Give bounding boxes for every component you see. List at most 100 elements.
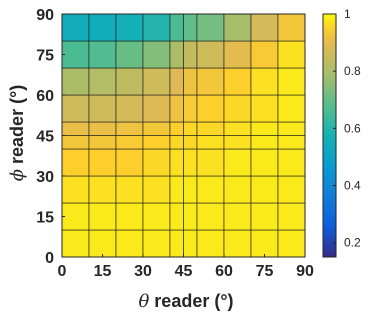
y-axis-ticks: 0 15 30 45 60 75 90 (36, 7, 65, 267)
heatmap-cell (277, 67, 306, 96)
y-tick-label: 30 (36, 169, 54, 186)
heatmap-cell (169, 202, 184, 231)
heatmap-cell (183, 121, 198, 136)
y-tick-label: 90 (36, 7, 54, 24)
heatmap-cell (183, 67, 198, 96)
heatmap-cell (88, 67, 117, 96)
x-tick-label: 45 (175, 263, 193, 280)
heatmap-cell (250, 202, 279, 231)
heatmap-cell (183, 148, 198, 177)
heatmap-cell (250, 135, 279, 150)
x-tick-label: 30 (134, 263, 152, 280)
heatmap-cell (61, 202, 90, 231)
heatmap-cell (169, 13, 184, 42)
heatmap-cell (88, 40, 117, 69)
heatmap-cell (223, 229, 252, 258)
heatmap-cell (277, 229, 306, 258)
heatmap-cell (142, 135, 171, 150)
colorbar-tick-label: 0.2 (344, 236, 361, 250)
heatmap-cell (142, 202, 171, 231)
heatmap-cell (277, 202, 306, 231)
heatmap-cell (169, 135, 184, 150)
heatmap-cell (142, 94, 171, 123)
x-axis-label-symbol: θ (138, 291, 149, 312)
heatmap-cell (88, 121, 117, 136)
heatmap-cell (88, 94, 117, 123)
y-tick-label: 15 (36, 210, 54, 227)
heatmap-cell (61, 229, 90, 258)
heatmap-cell (88, 135, 117, 150)
heatmap-cell (142, 40, 171, 69)
heatmap-cell (223, 175, 252, 204)
y-axis-label-text: reader (°) (7, 85, 27, 169)
heatmap-cell (277, 121, 306, 136)
heatmap-cell (115, 13, 144, 42)
heatmap-cell (142, 13, 171, 42)
heatmap-cell (183, 135, 198, 150)
heatmap-cell (223, 148, 252, 177)
heatmap-cell (196, 202, 225, 231)
heatmap-cells (61, 13, 306, 258)
heatmap-cell (250, 175, 279, 204)
heatmap-cell (196, 40, 225, 69)
heatmap-cell (183, 202, 198, 231)
heatmap-cell (277, 175, 306, 204)
heatmap-cell (183, 94, 198, 123)
colorbar-scale (322, 13, 337, 258)
heatmap-cell (183, 229, 198, 258)
heatmap-cell (223, 67, 252, 96)
heatmap-cell (61, 13, 90, 42)
x-tick-label: 75 (256, 263, 274, 280)
heatmap-cell (115, 40, 144, 69)
heatmap-cell (88, 148, 117, 177)
heatmap-cell (142, 67, 171, 96)
x-tick-label: 60 (215, 263, 233, 280)
heatmap-cell (223, 202, 252, 231)
heatmap-cell (88, 202, 117, 231)
heatmap-cell (115, 148, 144, 177)
heatmap-cell (61, 135, 90, 150)
heatmap-cell (196, 148, 225, 177)
x-tick-label: 0 (58, 263, 67, 280)
colorbar-tick-label: 0.8 (344, 64, 361, 78)
y-tick-label: 45 (36, 129, 54, 146)
heatmap-cell (223, 13, 252, 42)
heatmap-cell (115, 121, 144, 136)
heatmap-cell (88, 229, 117, 258)
heatmap-cell (115, 175, 144, 204)
heatmap-cell (142, 229, 171, 258)
colorbar-tick-label: 0.4 (344, 179, 361, 193)
heatmap-cell (277, 94, 306, 123)
heatmap-cell (88, 175, 117, 204)
heatmap-cell (196, 175, 225, 204)
heatmap-cell (196, 121, 225, 136)
heatmap-cell (223, 121, 252, 136)
colorbar: 0.2 0.4 0.6 0.8 1 (322, 7, 361, 258)
heatmap-cell (223, 135, 252, 150)
heatmap-cell (196, 135, 225, 150)
heatmap-cell (250, 121, 279, 136)
x-tick-label: 90 (296, 263, 314, 280)
heatmap-cell (196, 94, 225, 123)
heatmap-cell (115, 94, 144, 123)
x-axis-label-text: reader (°) (149, 291, 233, 311)
y-tick-label: 0 (45, 250, 54, 267)
heatmap-cell (61, 40, 90, 69)
heatmap-cell (183, 40, 198, 69)
heatmap-cell (223, 94, 252, 123)
heatmap-cell (142, 121, 171, 136)
heatmap-cell (88, 13, 117, 42)
heatmap-cell (169, 121, 184, 136)
heatmap-cell (169, 94, 184, 123)
heatmap-cell (250, 67, 279, 96)
heatmap-cell (250, 148, 279, 177)
heatmap-cell (61, 148, 90, 177)
heatmap-cell (169, 229, 184, 258)
heatmap-cell (223, 40, 252, 69)
heatmap-cell (169, 67, 184, 96)
heatmap-cell (61, 94, 90, 123)
y-axis-label: ϕ reader (°) (7, 85, 28, 182)
heatmap-cell (196, 229, 225, 258)
heatmap-cell (61, 175, 90, 204)
heatmap-cell (196, 13, 225, 42)
